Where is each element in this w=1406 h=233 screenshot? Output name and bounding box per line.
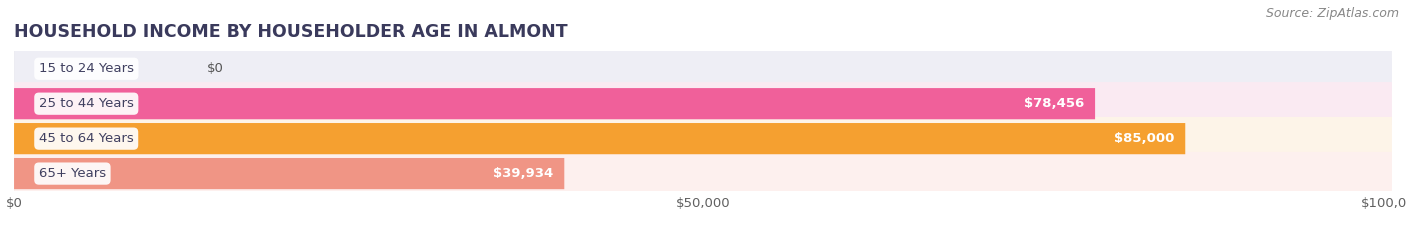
FancyBboxPatch shape — [14, 88, 1095, 119]
Text: $78,456: $78,456 — [1024, 97, 1084, 110]
FancyBboxPatch shape — [14, 158, 564, 189]
Text: $0: $0 — [207, 62, 224, 75]
Text: $85,000: $85,000 — [1114, 132, 1174, 145]
Text: 45 to 64 Years: 45 to 64 Years — [39, 132, 134, 145]
Text: 15 to 24 Years: 15 to 24 Years — [39, 62, 134, 75]
FancyBboxPatch shape — [14, 152, 1392, 195]
Text: 25 to 44 Years: 25 to 44 Years — [39, 97, 134, 110]
Text: Source: ZipAtlas.com: Source: ZipAtlas.com — [1265, 7, 1399, 20]
FancyBboxPatch shape — [14, 117, 1392, 160]
Text: $39,934: $39,934 — [494, 167, 554, 180]
Text: 65+ Years: 65+ Years — [39, 167, 105, 180]
FancyBboxPatch shape — [14, 123, 1185, 154]
Text: HOUSEHOLD INCOME BY HOUSEHOLDER AGE IN ALMONT: HOUSEHOLD INCOME BY HOUSEHOLDER AGE IN A… — [14, 23, 568, 41]
FancyBboxPatch shape — [14, 82, 1392, 125]
FancyBboxPatch shape — [14, 47, 1392, 90]
